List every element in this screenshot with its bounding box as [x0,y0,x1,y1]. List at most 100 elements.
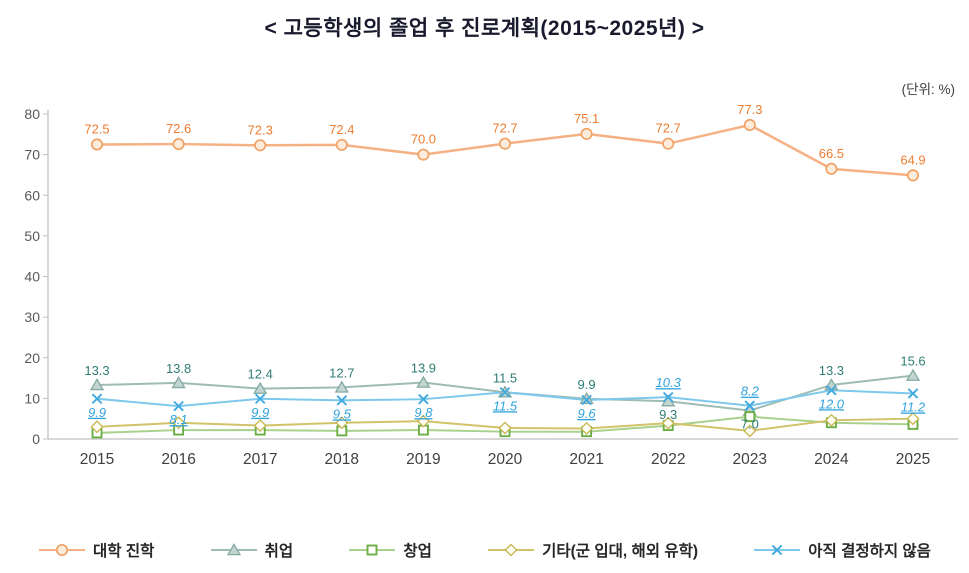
series-marker-group-3 [90,412,920,438]
diamond-marker [504,543,518,557]
x-marker [907,388,919,399]
x-marker [336,395,348,406]
x-marker [254,393,266,405]
y-tick-label: 80 [24,106,40,122]
triangle-marker [253,381,268,394]
x-tick-label: 2019 [406,451,440,468]
data-label: 70.0 [411,132,436,147]
y-tick-label: 40 [24,269,40,285]
x-marker [499,387,511,398]
data-label: 8.2 [741,384,760,399]
data-label: 9.9 [88,405,106,420]
circle-marker [825,162,838,175]
data-label: 11.5 [493,398,518,413]
diamond-marker [824,413,838,427]
legend-item-3: 기타(군 입대, 해외 유학) [487,539,698,561]
triangle-marker [905,368,921,381]
diamond-marker [416,414,430,428]
circle-marker [417,148,430,161]
circle-marker [335,138,348,151]
circle-marker [498,137,512,150]
circle-marker [172,138,185,151]
data-label: 15.6 [900,354,925,369]
triangle-marker [416,375,431,388]
diamond-marker [580,421,594,435]
x-tick-label: 2015 [80,451,114,468]
triangle-marker [89,378,105,391]
data-label: 72.7 [656,121,681,136]
circle-marker [662,137,675,150]
data-label: 11.2 [901,400,926,415]
x-marker [173,400,184,412]
triangle-marker [226,543,241,556]
data-label: 7.0 [741,417,759,432]
data-label: 11.5 [493,370,517,385]
diamond-marker [743,424,757,438]
data-label: 77.3 [737,102,762,117]
circle-marker [906,169,920,182]
x-marker [418,393,429,405]
data-label: 9.8 [414,405,433,420]
legend-label: 아직 결정하지 않음 [808,543,931,560]
legend: 대학 진학 취업 창업 기타(군 입대, 해외 유학) 아직 결정하지 않음 [0,539,969,561]
legend-marker-triangle-icon [210,543,257,556]
legend-item-0: 대학 진학 [38,539,154,561]
data-label: 12.0 [819,396,845,411]
series-label-group-0: 72.5 72.6 72.3 72.4 70.0 72.7 75.1 72.7 77.3 66.5… [84,102,925,167]
data-label: 9.9 [578,377,596,392]
x-marker [662,391,674,403]
data-label: 66.5 [819,146,844,161]
data-label: 13.3 [84,363,109,378]
data-label: 12.7 [329,365,354,380]
data-label: 75.1 [574,111,599,126]
y-tick-label: 30 [24,309,40,325]
series-label-group-4: 9.9 8.1 9.9 9.5 9.8 11.5 9.6 10.3 8.2 12.0 11.2 [88,375,926,427]
diamond-marker [498,421,512,435]
data-label: 13.3 [819,363,844,378]
triangle-marker [334,380,349,393]
diamond-marker [172,416,186,430]
legend-item-1: 취업 [210,539,294,561]
line-chart-plot: 0 10 20 30 40 50 60 70 80 2015 2016 2017 2018 2019 202… [24,102,958,468]
y-tick-label: 50 [24,228,40,244]
circle-marker [254,139,267,152]
diamond-marker [906,412,920,426]
x-tick-label: 2020 [488,451,523,468]
legend-label: 취업 [264,543,294,560]
legend-marker-circle-icon [39,543,85,557]
data-label: 72.5 [84,121,109,136]
data-label: 9.9 [251,405,269,420]
x-tick-label: 2025 [896,451,930,468]
legend-item-4: 아직 결정하지 않음 [753,539,931,561]
y-tick-label: 60 [24,187,40,203]
square-marker [744,411,756,423]
data-label: 9.3 [659,407,677,422]
circle-marker [90,138,104,151]
x-tick-label: 2021 [569,451,603,468]
series-label-group-1: 13.3 13.8 12.4 12.7 13.9 11.5 9.9 9.3 7.0 13.3 15.… [84,354,925,432]
legend-marker-x-icon [754,544,801,556]
x-marker [744,400,756,411]
data-label: 10.3 [656,375,682,390]
x-tick-label: 2022 [651,451,685,468]
x-marker [91,393,103,405]
x-tick-label: 2016 [161,451,195,468]
legend-label: 대학 진학 [93,543,155,560]
diamond-marker [335,416,349,430]
x-marker [581,394,592,406]
y-tick-label: 10 [24,390,40,406]
circle-marker [743,118,756,132]
y-tick-label: 20 [24,350,40,366]
series-marker-group-0 [90,118,920,182]
data-label: 72.7 [492,121,517,136]
legend-label: 창업 [403,543,432,560]
diamond-marker [661,416,675,430]
diamond-marker [253,419,267,433]
x-tick-label: 2024 [814,451,849,468]
data-label: 72.3 [248,122,273,137]
unit-label: (단위: %) [901,82,955,97]
circle-marker [55,543,69,557]
x-marker [826,384,837,396]
data-label: 13.8 [166,361,191,376]
